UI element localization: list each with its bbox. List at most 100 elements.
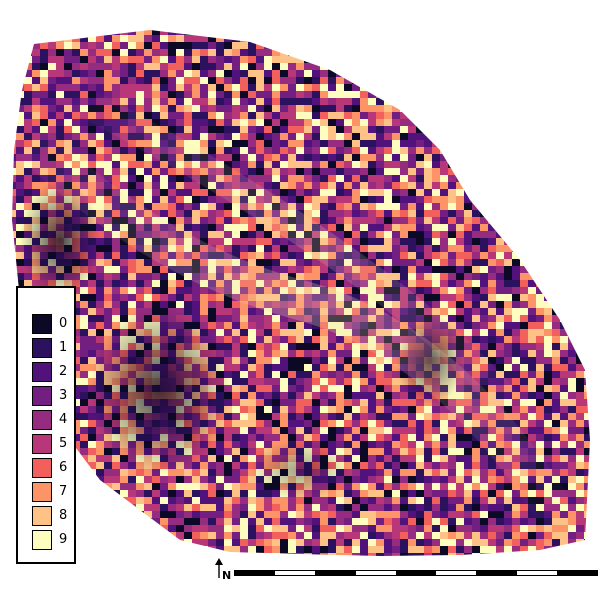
raster-cell: [248, 126, 256, 133]
raster-cell: [408, 203, 416, 210]
raster-cell: [512, 42, 520, 49]
raster-cell: [120, 63, 128, 70]
raster-cell: [408, 105, 416, 112]
raster-cell: [464, 126, 472, 133]
raster-cell: [248, 308, 256, 315]
raster-cell: [568, 245, 576, 252]
raster-cell: [232, 490, 240, 497]
raster-cell: [408, 63, 416, 70]
raster-cell: [336, 420, 344, 427]
raster-cell: [448, 427, 456, 434]
raster-cell: [528, 35, 536, 42]
raster-cell: [488, 98, 496, 105]
raster-cell: [264, 252, 272, 259]
raster-cell: [240, 28, 248, 35]
raster-cell: [424, 413, 432, 420]
raster-cell: [472, 231, 480, 238]
raster-cell: [400, 98, 408, 105]
raster-cell: [552, 301, 560, 308]
raster-cell: [248, 399, 256, 406]
raster-cell: [176, 91, 184, 98]
raster-cell: [40, 35, 48, 42]
raster-cell: [240, 343, 248, 350]
raster-cell: [472, 490, 480, 497]
raster-cell: [64, 56, 72, 63]
raster-cell: [504, 42, 512, 49]
raster-cell: [512, 245, 520, 252]
raster-cell: [224, 56, 232, 63]
raster-cell: [232, 301, 240, 308]
raster-cell: [80, 427, 88, 434]
raster-cell: [544, 350, 552, 357]
raster-cell: [560, 357, 568, 364]
raster-cell: [328, 217, 336, 224]
raster-cell: [552, 378, 560, 385]
raster-cell: [512, 112, 520, 119]
raster-cell: [232, 504, 240, 511]
raster-cell: [264, 364, 272, 371]
raster-cell: [160, 203, 168, 210]
raster-cell: [312, 406, 320, 413]
raster-cell: [320, 91, 328, 98]
raster-cell: [360, 371, 368, 378]
raster-cell: [368, 357, 376, 364]
raster-cell: [24, 98, 32, 105]
raster-cell: [352, 476, 360, 483]
raster-cell: [472, 259, 480, 266]
raster-cell: [440, 168, 448, 175]
raster-cell: [16, 210, 24, 217]
raster-cell: [272, 259, 280, 266]
raster-cell: [328, 77, 336, 84]
raster-cell: [128, 504, 136, 511]
raster-cell: [80, 371, 88, 378]
raster-cell: [400, 119, 408, 126]
raster-cell: [336, 189, 344, 196]
raster-cell: [504, 91, 512, 98]
raster-cell: [552, 427, 560, 434]
raster-cell: [520, 154, 528, 161]
raster-cell: [488, 105, 496, 112]
raster-cell: [264, 49, 272, 56]
raster-cell: [456, 308, 464, 315]
raster-cell: [280, 175, 288, 182]
raster-cell: [488, 315, 496, 322]
raster-cell: [568, 490, 576, 497]
raster-cell: [576, 476, 584, 483]
raster-cell: [336, 210, 344, 217]
raster-cell: [96, 84, 104, 91]
raster-cell: [392, 483, 400, 490]
raster-cell: [120, 77, 128, 84]
raster-cell: [464, 455, 472, 462]
raster-cell: [88, 63, 96, 70]
raster-cell: [464, 35, 472, 42]
raster-cell: [104, 238, 112, 245]
raster-cell: [560, 301, 568, 308]
raster-cell: [376, 406, 384, 413]
raster-cell: [352, 483, 360, 490]
raster-cell: [240, 476, 248, 483]
raster-cell: [240, 329, 248, 336]
raster-cell: [224, 483, 232, 490]
raster-cell: [376, 469, 384, 476]
raster-cell: [184, 224, 192, 231]
raster-cell: [208, 98, 216, 105]
raster-cell: [360, 441, 368, 448]
raster-cell: [424, 147, 432, 154]
raster-cell: [472, 182, 480, 189]
raster-cell: [144, 91, 152, 98]
raster-cell: [240, 490, 248, 497]
raster-cell: [240, 350, 248, 357]
raster-cell: [328, 35, 336, 42]
raster-cell: [296, 133, 304, 140]
raster-cell: [544, 336, 552, 343]
raster-cell: [472, 322, 480, 329]
raster-cell: [168, 175, 176, 182]
raster-cell: [392, 399, 400, 406]
raster-cell: [320, 203, 328, 210]
raster-cell: [208, 91, 216, 98]
raster-cell: [400, 91, 408, 98]
raster-cell: [152, 28, 160, 35]
raster-cell: [296, 105, 304, 112]
raster-cell: [336, 91, 344, 98]
raster-cell: [576, 294, 584, 301]
